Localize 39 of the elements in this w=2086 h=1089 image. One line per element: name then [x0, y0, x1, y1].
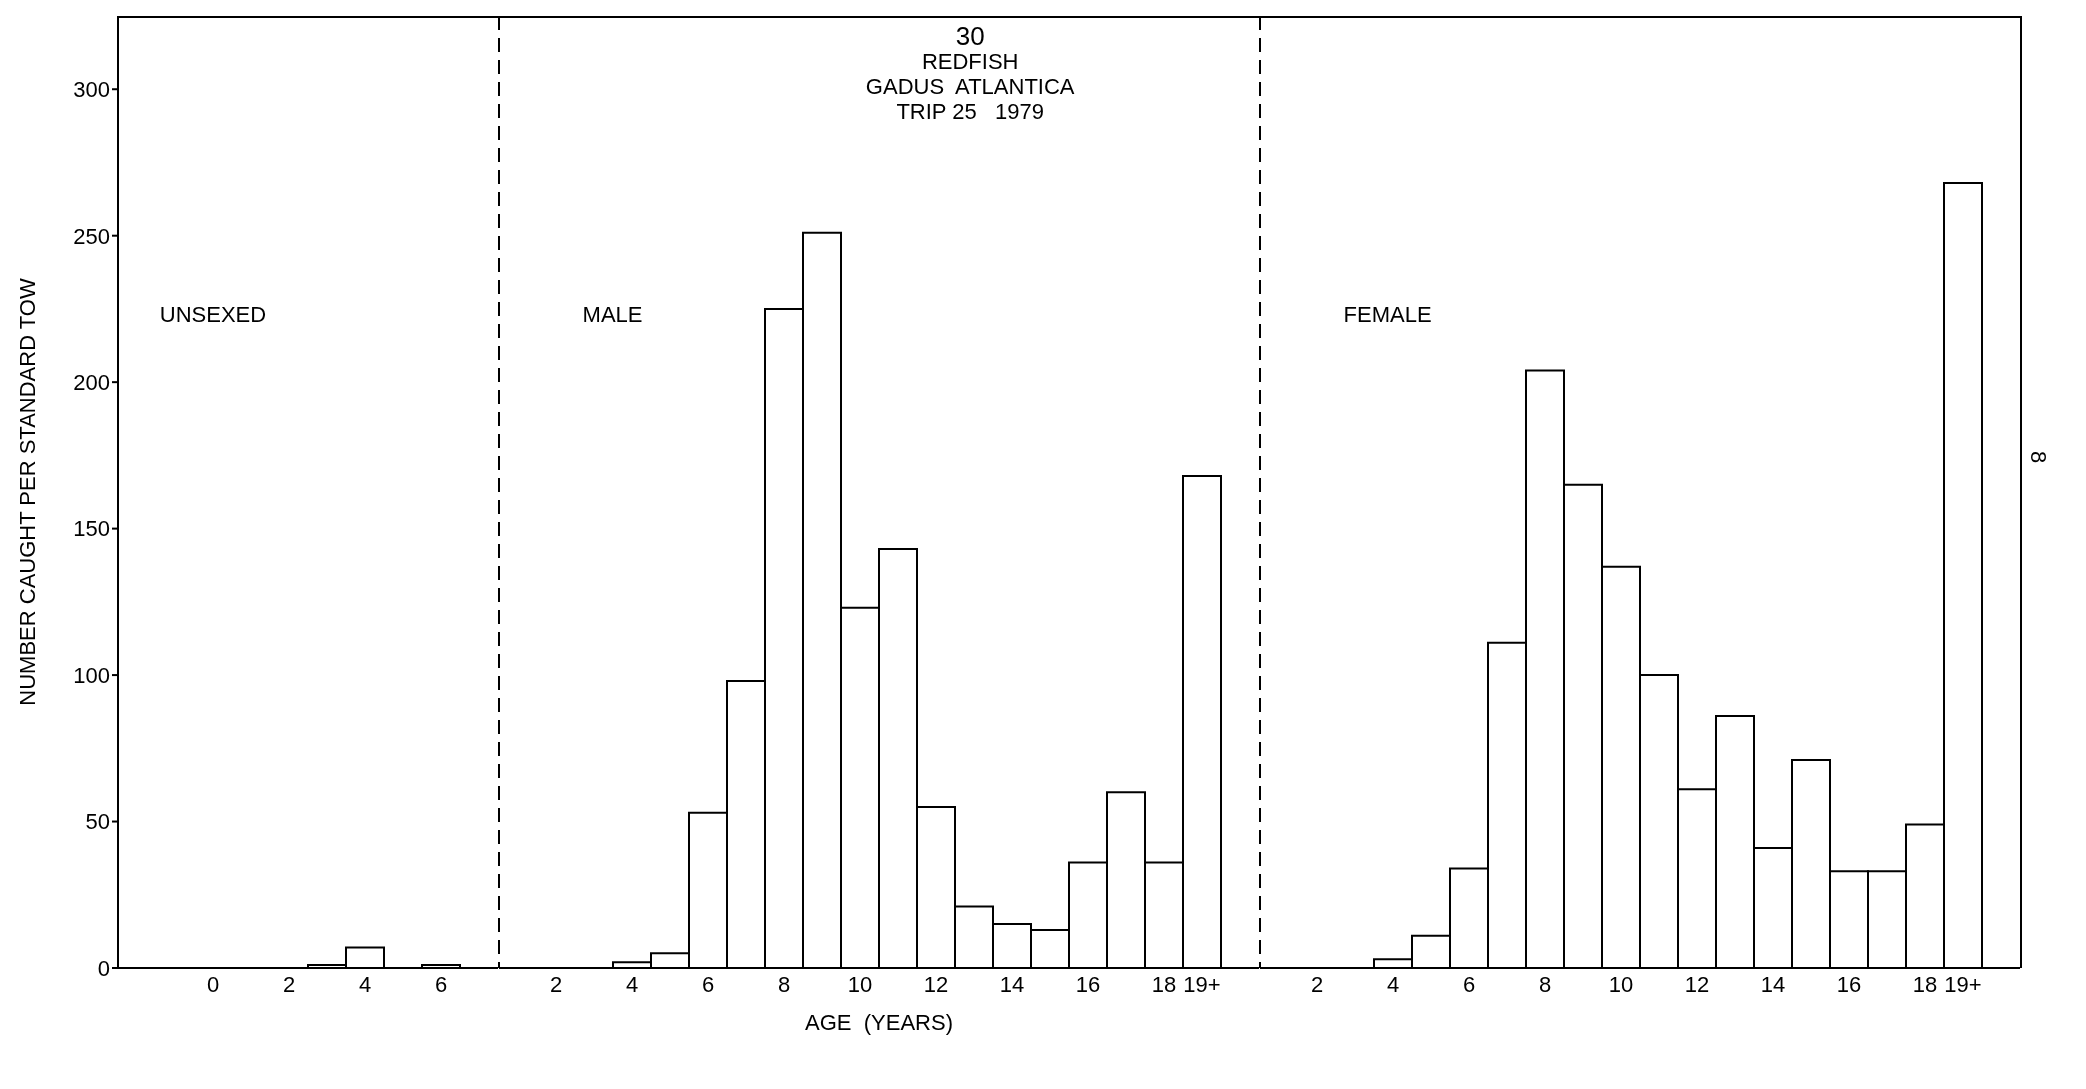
text: UNSEXED [159, 301, 267, 328]
x-tick-label: 6 [701, 971, 715, 997]
x-tick-label: 2 [1310, 971, 1324, 997]
annotation: 30 [954, 21, 986, 51]
x-tick-label: 16 [1836, 971, 1862, 997]
x-tick-label: 6 [1462, 971, 1476, 997]
x-tick-label: 16 [1075, 971, 1101, 997]
x-tick-label: 18 [1151, 971, 1177, 997]
y-tick-label: 50 [85, 809, 110, 835]
y-tick-label: 200 [73, 369, 110, 395]
x-axis-title: AGE (YEARS) [805, 1010, 953, 1036]
x-tick-label: 12 [923, 971, 949, 997]
y-tick-label: 300 [73, 77, 110, 103]
y-axis-title: NUMBER CAUGHT PER STANDARD TOW [15, 278, 41, 706]
text: FEMALE [1343, 301, 1432, 328]
x-tick-label: 14 [1760, 971, 1786, 997]
y-tick-label: 100 [73, 662, 110, 688]
x-tick-label: 12 [1684, 971, 1710, 997]
x-tick-label: 8 [777, 971, 791, 997]
x-tick-label: 8 [1538, 971, 1552, 997]
x-tick-label: 19+ [1944, 971, 1982, 997]
x-tick-label: 10 [1608, 971, 1634, 997]
text: MALE [582, 301, 643, 328]
y-tick-label: 250 [73, 223, 110, 249]
text: 8 [2025, 451, 2052, 464]
x-tick-label: 18 [1912, 971, 1938, 997]
x-tick-label: 6 [434, 971, 448, 997]
x-tick-label: 19+ [1183, 971, 1221, 997]
y-tick-label: 0 [97, 955, 110, 981]
x-tick-label: 4 [1386, 971, 1400, 997]
x-tick-label: 10 [847, 971, 873, 997]
x-tick-label: 4 [625, 971, 639, 997]
x-tick-label: 0 [206, 971, 220, 997]
x-tick-label: 2 [282, 971, 296, 997]
y-tick-label: 150 [73, 516, 110, 542]
x-tick-label: 4 [358, 971, 372, 997]
x-tick-label: 14 [999, 971, 1025, 997]
text: REDFISH GADUS ATLANTICA TRIP 25 1979 [865, 49, 1075, 124]
x-tick-label: 2 [549, 971, 563, 997]
